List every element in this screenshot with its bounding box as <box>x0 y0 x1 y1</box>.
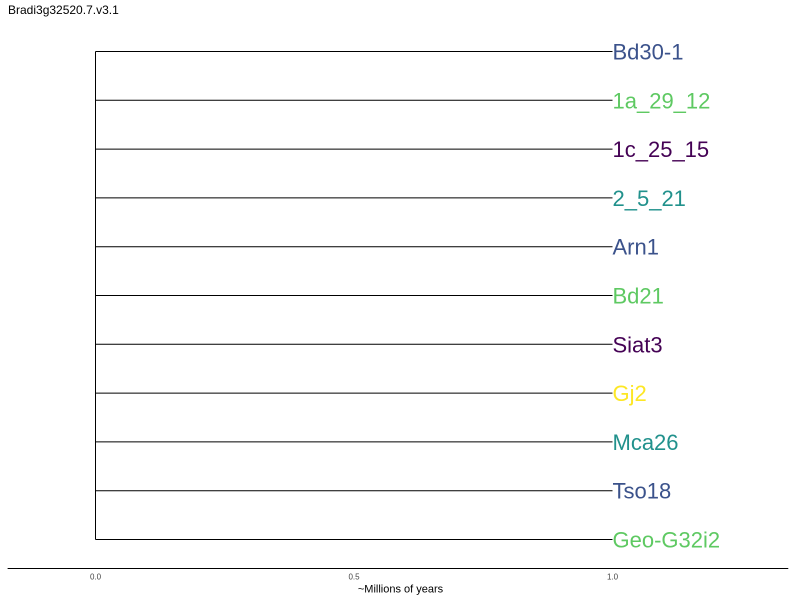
leaf-label: 2_5_21 <box>613 186 686 211</box>
leaf-label: Gj2 <box>613 381 647 406</box>
leaf-label: 1a_29_12 <box>613 88 711 113</box>
tree-branches <box>95 51 613 540</box>
x-axis-ticks: 0.0 0.5 1.0 <box>90 573 619 582</box>
x-axis-label: ~Millions of years <box>358 584 444 596</box>
leaf-label: Siat3 <box>613 332 663 357</box>
leaf-label: Bd30-1 <box>613 40 684 65</box>
tree-title: Bradi3g32520.7.v3.1 <box>8 3 119 17</box>
leaf-label: Tso18 <box>613 479 672 504</box>
x-tick-label: 0.5 <box>348 573 360 582</box>
x-tick-label: 0.0 <box>90 573 102 582</box>
leaf-label: Mca26 <box>613 430 679 455</box>
x-axis: 0.0 0.5 1.0 ~Millions of years <box>7 568 789 596</box>
leaf-label: 1c_25_15 <box>613 137 710 162</box>
leaf-label: Bd21 <box>613 284 664 309</box>
x-tick-label: 1.0 <box>607 573 619 582</box>
leaf-label: Arn1 <box>613 235 659 260</box>
leaf-labels: Bd30-1 1a_29_12 1c_25_15 2_5_21 Arn1 Bd21 Siat… <box>613 40 721 553</box>
leaf-label: Geo-G32i2 <box>613 528 721 553</box>
